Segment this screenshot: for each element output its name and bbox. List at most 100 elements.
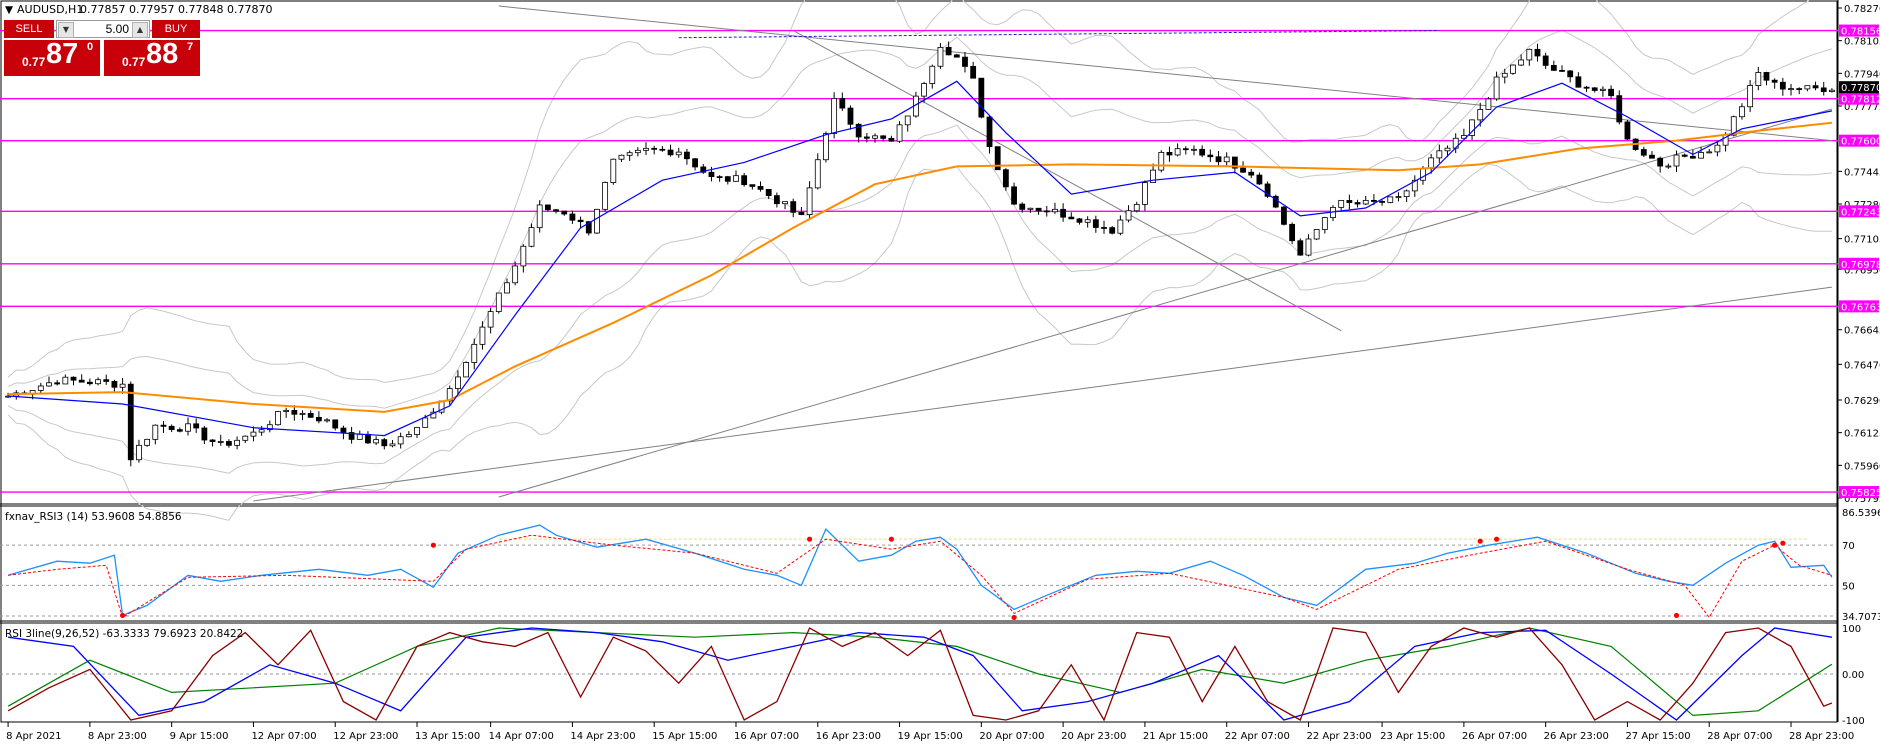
- fast-ma-line: [8, 80, 1833, 437]
- candle-body: [544, 204, 551, 211]
- candle-body: [119, 383, 126, 388]
- time-tick-label: 21 Apr 15:00: [1143, 731, 1208, 742]
- candle-body: [1027, 207, 1034, 210]
- candle-body: [1215, 156, 1222, 163]
- candle-body: [160, 424, 167, 427]
- volume-down-icon[interactable]: ▼: [58, 22, 74, 38]
- candle-body: [1706, 151, 1713, 154]
- rsi-signal-dot[interactable]: [1673, 612, 1680, 619]
- candle-body: [1092, 219, 1099, 228]
- price-tick-label: 0.78105: [1844, 37, 1880, 48]
- candle-body: [405, 434, 412, 438]
- inner-upper-band-line: [7, 29, 1833, 409]
- candle-body: [1281, 206, 1287, 225]
- candle-body: [1657, 157, 1664, 167]
- time-tick-label: 26 Apr 07:00: [1462, 731, 1527, 742]
- candle-body: [765, 188, 772, 197]
- main-price-pane[interactable]: [0, 0, 1838, 521]
- rsi-signal-dot[interactable]: [806, 536, 813, 542]
- trendline[interactable]: [253, 286, 1832, 502]
- rsi-signal-dot[interactable]: [1011, 614, 1017, 621]
- candle-body: [888, 137, 895, 142]
- candle-body: [1043, 210, 1050, 213]
- trendline[interactable]: [678, 30, 1440, 39]
- trendline[interactable]: [498, 5, 1832, 142]
- candle-body: [904, 115, 911, 126]
- candle-body: [275, 411, 281, 426]
- sell-price-box[interactable]: 0.77 87 0: [4, 38, 100, 76]
- rsi-signal-dot[interactable]: [1493, 536, 1500, 542]
- candle-body: [1420, 168, 1426, 181]
- candle-body: [1755, 72, 1762, 86]
- candle-body: [553, 209, 559, 212]
- rsi-signal-dot[interactable]: [1477, 538, 1483, 544]
- candle-body: [37, 385, 44, 391]
- candle-body: [863, 136, 870, 139]
- candle-body: [610, 158, 617, 183]
- candle-body: [1550, 64, 1557, 71]
- candle-body: [1248, 171, 1255, 176]
- time-tick-label: 22 Apr 23:00: [1306, 731, 1371, 742]
- volume-up-icon[interactable]: ▲: [132, 22, 148, 38]
- candle-body: [422, 417, 429, 428]
- candle-body: [54, 382, 61, 385]
- level-price-box: [1839, 205, 1879, 218]
- rsi-tick-label: 70: [1842, 541, 1855, 552]
- time-tick-label: 8 Apr 23:00: [88, 731, 147, 742]
- candle-body: [700, 166, 707, 173]
- rsi3-slow-line: [7, 627, 1833, 717]
- candle-body: [1035, 207, 1042, 212]
- candle-body: [1526, 48, 1533, 61]
- candle-body: [528, 227, 535, 247]
- sell-button[interactable]: SELL: [4, 20, 54, 38]
- trendline[interactable]: [498, 108, 1833, 498]
- candle-body: [733, 175, 739, 182]
- level-price-label: 0.76763: [1841, 302, 1880, 313]
- candle-body: [46, 382, 52, 387]
- candle-body: [242, 435, 249, 441]
- candle-body: [585, 221, 592, 234]
- time-tick-label: 13 Apr 15:00: [415, 731, 480, 742]
- rsi-signal-dot[interactable]: [888, 536, 894, 542]
- price-tick-label: 0.77775: [1844, 102, 1880, 113]
- candle-body: [1559, 69, 1565, 72]
- volume-field[interactable]: ▼ 5.00 ▲: [56, 20, 150, 38]
- candle-body: [283, 409, 290, 412]
- rsi-signal-dot[interactable]: [119, 612, 126, 619]
- chart-frame: [0, 0, 1838, 723]
- candle-body: [1469, 119, 1475, 136]
- rsi-tick-label: 34.7073: [1842, 612, 1880, 623]
- candle-body: [602, 182, 609, 210]
- rsi-pane[interactable]: [0, 524, 1836, 621]
- trendline[interactable]: [792, 30, 1342, 332]
- candle-body: [176, 429, 183, 432]
- level-price-label: 0.76978: [1841, 260, 1880, 271]
- candle-body: [962, 56, 968, 67]
- rsi-signal-dot[interactable]: [430, 542, 436, 548]
- candle-body: [921, 83, 927, 97]
- candle-body: [1052, 208, 1058, 213]
- rsi-signal-dot[interactable]: [1772, 542, 1778, 548]
- candle-body: [1084, 219, 1091, 223]
- symbol-label: AUDUSD,H1: [17, 3, 83, 16]
- buy-price-box[interactable]: 0.77 88 7: [104, 38, 200, 76]
- candle-body: [741, 175, 748, 186]
- candle-body: [495, 292, 502, 312]
- candle-body: [332, 419, 339, 429]
- candle-body: [455, 376, 461, 389]
- candle-body: [831, 98, 838, 134]
- candle-body: [872, 135, 878, 139]
- price-tick-label: 0.77105: [1844, 235, 1880, 246]
- candle-body: [234, 439, 240, 446]
- buy-button[interactable]: BUY: [152, 20, 200, 38]
- rsi3-pane[interactable]: [0, 627, 1836, 722]
- level-price-box: [1839, 24, 1879, 37]
- candle-body: [847, 107, 854, 125]
- candle-body: [1240, 167, 1246, 173]
- rsi-signal-dot[interactable]: [1780, 540, 1786, 546]
- time-tick-label: 26 Apr 23:00: [1544, 731, 1609, 742]
